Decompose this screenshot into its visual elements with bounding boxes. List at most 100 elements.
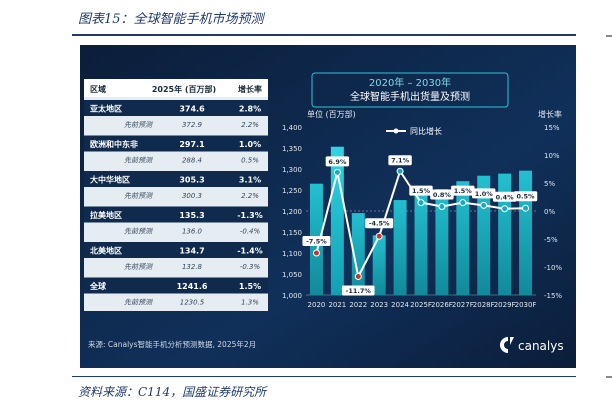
y-tick-label: 1,250 <box>282 187 302 195</box>
legend-label: 同比增长 <box>410 126 442 136</box>
table-cell-prev-label: 先前预测 <box>124 299 153 307</box>
table-cell-region: 亚太地区 <box>90 104 122 114</box>
table-cell-prev-growth: 0.5% <box>241 157 259 165</box>
table-row-prev <box>84 151 268 168</box>
table-cell-prev-growth: 2.2% <box>241 192 259 200</box>
side-mark-bottom <box>606 376 612 378</box>
chart-plot: 1,000 1,050 1,100 1,150 1,200 1,250 1,300 1,350… <box>282 124 562 309</box>
growth-data-label: 6.9% <box>328 158 347 166</box>
table-cell-prev-value: 1230.5 <box>180 299 205 307</box>
table-cell-prev-growth: 1.3% <box>241 299 259 307</box>
table-cell-prev-growth: 2.2% <box>241 121 259 129</box>
table-cell-region: 拉美地区 <box>90 210 122 220</box>
y-axis-label: 单位 (百万部) <box>307 109 356 119</box>
growth-label-box <box>472 188 496 199</box>
source-note: 来源: Canalys智能手机分析预测数据, 2025年2月 <box>88 339 256 349</box>
growth-point-2026F <box>438 203 446 211</box>
legend: 同比增长 <box>386 126 442 136</box>
y2-tick-label: 15% <box>544 124 560 132</box>
x-tick-label: 2026F <box>431 301 453 309</box>
growth-label-box <box>325 156 350 167</box>
y2-tick-label: -15% <box>544 292 562 300</box>
x-tick-label: 2025F <box>410 301 432 309</box>
table-row-main <box>84 277 268 294</box>
table-cell-region: 大中华地区 <box>90 175 130 185</box>
y-tick-label: 1,400 <box>282 124 302 132</box>
table-cell-prev-growth: -0.3% <box>240 263 261 271</box>
bar-2026F <box>435 189 449 295</box>
y2-tick-label: 5% <box>544 180 555 188</box>
x-tick-label: 2022 <box>349 301 367 309</box>
y-tick-label: 1,100 <box>282 250 302 258</box>
table-cell-value: 134.7 <box>179 247 204 256</box>
growth-label-box <box>365 218 394 229</box>
y-tick-label: 1,200 <box>282 208 302 216</box>
table-cell-prev-value: 372.9 <box>182 121 203 129</box>
table-row-main <box>84 100 268 116</box>
growth-point-2025F <box>417 199 425 207</box>
table-header-row <box>84 79 268 97</box>
growth-point-2030F <box>522 204 530 212</box>
table-cell-prev-value: 136.0 <box>182 228 203 236</box>
table-header-region: 区域 <box>90 84 106 94</box>
bar-2030F <box>519 170 533 295</box>
table-cell-growth: -1.3% <box>237 211 263 220</box>
y2-tick-label: 10% <box>544 152 560 160</box>
growth-label-box <box>388 155 412 166</box>
canalys-logo-icon <box>500 337 514 353</box>
figure-title: 图表15：全球智能手机市场预测 <box>78 12 264 27</box>
growth-point-2029F <box>501 205 509 213</box>
table-cell-value: 374.6 <box>179 105 205 114</box>
legend-marker <box>393 128 399 134</box>
logo-text: canalys <box>518 339 564 353</box>
bar-2024 <box>393 200 407 295</box>
table-cell-region: 全球 <box>89 281 107 291</box>
x-tick-label: 2021 <box>328 301 346 309</box>
table-cell-growth: 1.5% <box>239 282 261 291</box>
growth-point-2024 <box>396 167 404 175</box>
y-tick-label: 1,300 <box>282 166 302 174</box>
table-cell-prev-label: 先前预测 <box>124 228 153 236</box>
growth-label-box <box>409 185 433 196</box>
table-cell-growth: -1.4% <box>237 247 263 256</box>
table-cell-value: 305.3 <box>179 176 204 185</box>
y-tick-label: 1,150 <box>282 229 302 237</box>
y2-tick-label: 0% <box>544 208 555 216</box>
table-cell-prev-growth: -0.4% <box>240 228 261 236</box>
growth-data-label: 7.1% <box>391 157 410 165</box>
growth-data-label: 0.8% <box>433 191 452 199</box>
table-cell-prev-label: 先前预测 <box>124 192 153 200</box>
table-cell-growth: 2.8% <box>239 105 261 114</box>
table-cell-prev-label: 先前预测 <box>124 263 153 271</box>
table-cell-value: 1241.6 <box>177 282 208 291</box>
table-cell-growth: 3.1% <box>239 176 261 185</box>
growth-data-label: -11.7% <box>346 287 372 295</box>
source-line: 资料来源：C114，国盛证券研究所 <box>78 385 267 399</box>
table-row-main <box>84 206 268 223</box>
bar-2023 <box>372 235 386 295</box>
y-tick-label: 1,050 <box>282 271 302 279</box>
y2-tick-label: -10% <box>544 264 562 272</box>
growth-point-2028F <box>480 201 488 209</box>
x-tick-label: 2029F <box>494 301 516 309</box>
table-row-prev <box>84 258 268 274</box>
table-cell-prev-value: 288.4 <box>182 157 202 165</box>
chart-title-box <box>311 72 509 108</box>
growth-label-box <box>430 189 454 200</box>
table-row-main <box>84 135 268 152</box>
bar-2025F <box>414 193 428 295</box>
growth-label-box <box>302 236 331 246</box>
table-cell-value: 135.3 <box>179 211 204 220</box>
table-cell-growth: 1.0% <box>239 140 261 149</box>
table-header-growth: 增长率 <box>238 84 262 94</box>
x-tick-label: 2020 <box>308 301 326 309</box>
bar-2022 <box>351 213 365 295</box>
table-row-main <box>84 242 268 258</box>
chart-subtitle: 全球智能手机出货量及预测 <box>350 90 470 103</box>
x-tick-label: 2024 <box>391 301 409 309</box>
table-row-prev <box>84 222 268 239</box>
growth-data-label: 1.0% <box>475 190 494 198</box>
growth-point-2022 <box>354 273 362 281</box>
